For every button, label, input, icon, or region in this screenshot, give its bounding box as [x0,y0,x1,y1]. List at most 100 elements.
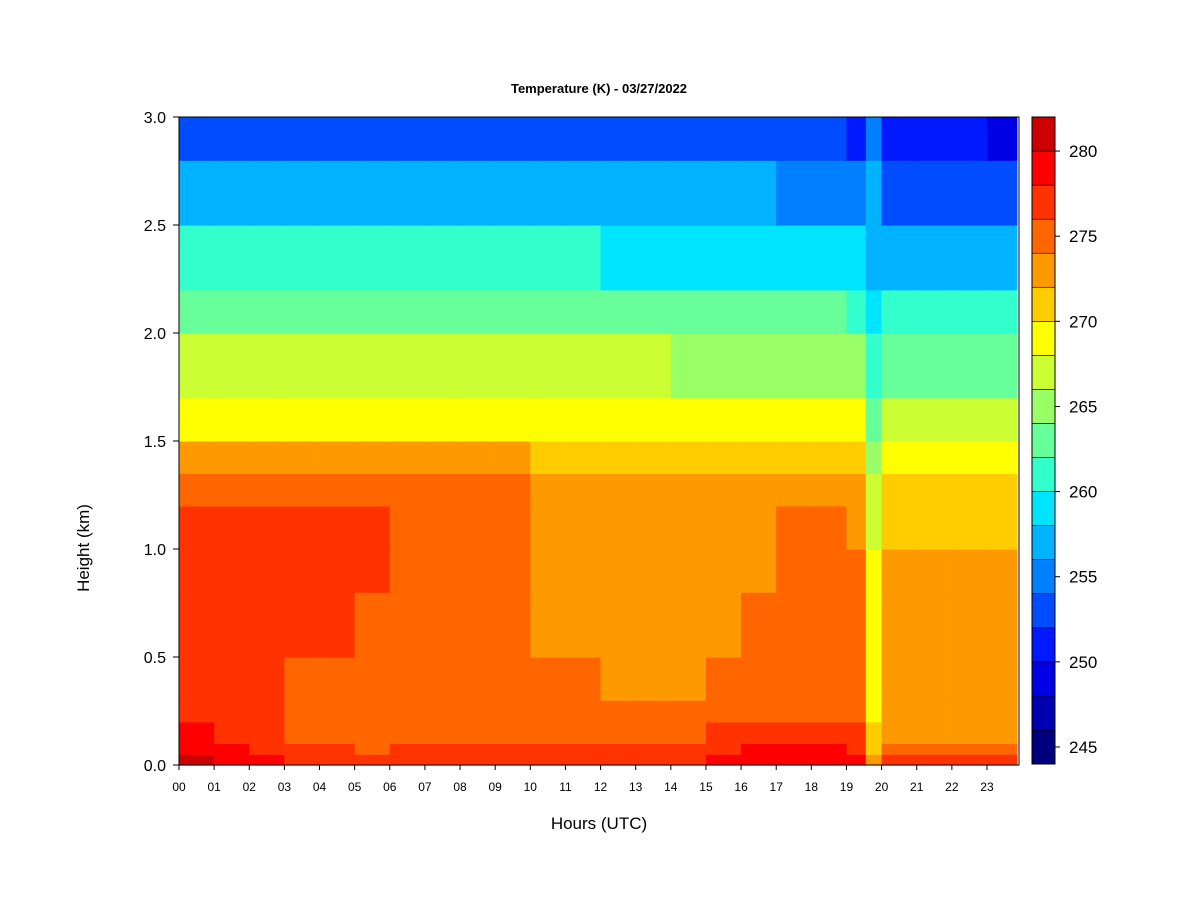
heatmap-cell [495,289,531,334]
heatmap-cell [986,754,1018,766]
heatmap-cell [635,721,672,744]
heatmap-cell [741,549,777,593]
heatmap-cell [670,743,707,755]
heatmap-cell [319,505,356,550]
heatmap-cell [214,473,250,507]
colorbar: 245 250 255 260 265 270 275 280 [1031,116,1097,765]
heatmap-cell [846,592,867,658]
heatmap-cell [495,225,531,291]
heatmap-cell [179,721,215,744]
heatmap-cell [249,333,285,399]
heatmap-cell [881,549,918,593]
heatmap-cell [776,721,812,744]
heatmap-cell [530,700,567,723]
heatmap-cell [495,160,531,226]
heatmap-cell [776,754,812,766]
heatmap-cell [846,289,867,334]
heatmap-cell [214,225,250,291]
heatmap-cell [705,117,742,161]
y-tick-label: 1.0 [144,542,166,559]
heatmap-cell [776,289,812,334]
heatmap-cell [776,160,812,226]
heatmap-cell [424,721,461,744]
heatmap-cell [811,333,848,399]
heatmap-cell [670,289,707,334]
heatmap-cell [460,743,496,755]
heatmap-cell [986,721,1018,744]
heatmap-cell [179,754,215,766]
heatmap-cell [916,592,953,658]
heatmap-cell [214,721,250,744]
y-tick-label: 0.0 [144,758,166,775]
heatmap-cell [565,333,602,399]
x-tick-label: 11 [559,780,572,794]
heatmap-cell [705,441,742,474]
heatmap-cell [741,505,777,550]
x-axis: 00 01 02 03 04 05 06 07 08 09 10 11 12 13 14 15 16 17 18 19… [172,765,994,794]
heatmap-cell [811,754,848,766]
heatmap-cell [951,117,988,161]
heatmap-cell [495,441,531,474]
heatmap-cell [600,289,637,334]
heatmap-cell [424,225,461,291]
heatmap-cell [179,592,215,658]
heatmap-cell [776,117,812,161]
heatmap-cell [670,657,707,701]
heatmap-cell [811,397,848,442]
heatmap-cell [389,549,426,593]
heatmap-cell [776,700,812,723]
x-tick-label: 12 [594,780,608,794]
heatmap-cell [214,397,250,442]
heatmap-cell [389,754,426,766]
heatmap-cell [776,549,812,593]
heatmap-cell [846,721,867,744]
heatmap-cell [424,505,461,550]
x-tick-label: 14 [664,780,678,794]
heatmap-cell [951,333,988,399]
heatmap-cell [460,333,496,399]
heatmap-cell [565,657,602,701]
heatmap-cell [846,505,867,550]
heatmap-cell [565,117,602,161]
heatmap-cell [179,549,215,593]
heatmap-cell [986,117,1018,161]
heatmap-cell [179,117,215,161]
x-tick-label: 05 [348,780,362,794]
heatmap-cell [881,700,918,723]
heatmap-cell [179,700,215,723]
heatmap-cell [916,160,953,226]
y-tick-label: 2.0 [144,326,166,343]
heatmap-cell [214,505,250,550]
x-tick-label: 10 [524,780,538,794]
heatmap-cell [214,754,250,766]
heatmap-cell [951,549,988,593]
colorbar-swatch [1031,355,1056,390]
heatmap-cell [865,289,883,334]
heatmap-cell [179,473,215,507]
heatmap-cell [811,700,848,723]
heatmap-cell [600,225,637,291]
heatmap-cell [179,289,215,334]
heatmap-cell [530,441,567,474]
heatmap-cell [670,333,707,399]
heatmap-cell [881,289,918,334]
heatmap-cell [705,549,742,593]
heatmap-cell [354,441,391,474]
heatmap-cell [389,700,426,723]
heatmap-cell [881,160,918,226]
heatmap-cell [495,333,531,399]
heatmap-cell [530,289,567,334]
heatmap-cell [284,441,321,474]
heatmap-cell [951,473,988,507]
heatmap-cell [460,117,496,161]
heatmap-cell [389,333,426,399]
heatmap-cell [635,289,672,334]
heatmap-cell [530,592,567,658]
heatmap-cell [670,700,707,723]
heatmap-cell [635,117,672,161]
heatmap-cell [565,721,602,744]
heatmap-cell [495,117,531,161]
heatmap-cell [846,333,867,399]
heatmap-cell [881,473,918,507]
heatmap-cell [951,700,988,723]
